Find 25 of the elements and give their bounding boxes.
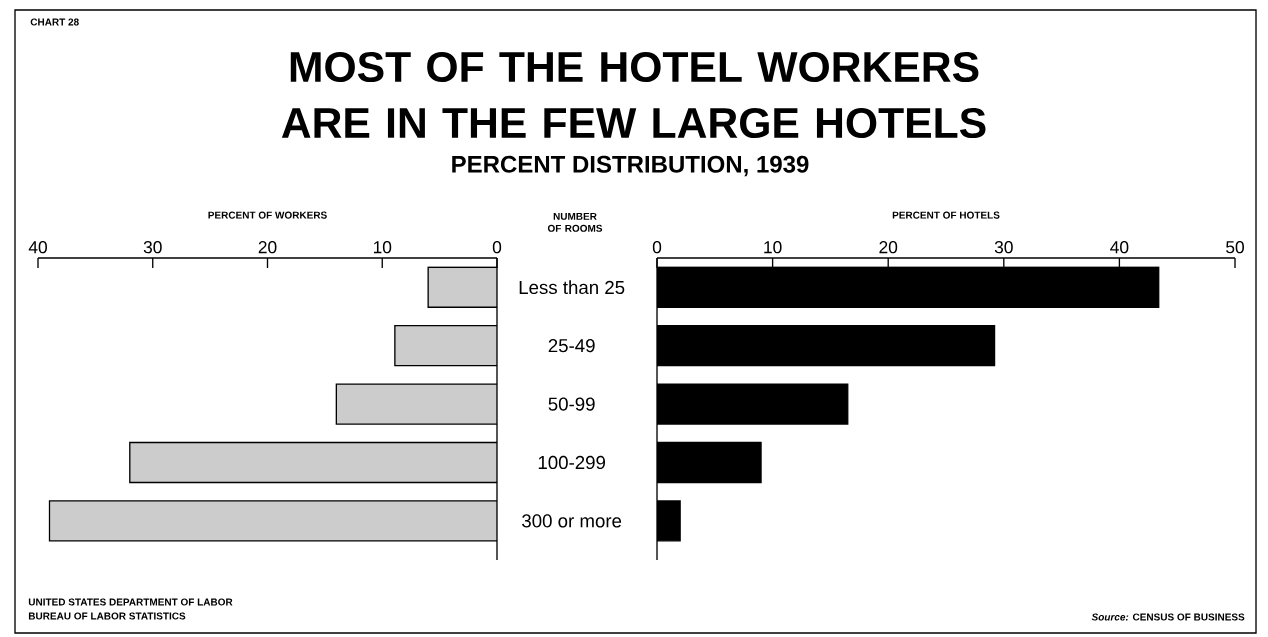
text: BUREAU OF LABOR STATISTICS — [28, 612, 186, 620]
x-tick-label: 0 — [492, 241, 502, 254]
x-tick-label: 10 — [373, 241, 392, 254]
x-axis-title: PERCENT OF WORKERS — [208, 211, 327, 219]
x-tick-label: 30 — [143, 241, 162, 254]
x-tick-label: 40 — [28, 241, 47, 254]
caption: CHART 28 — [30, 18, 79, 26]
x-tick-label: 50 — [1226, 241, 1244, 254]
text: UNITED STATES DEPARTMENT OF LABOR — [28, 598, 233, 606]
x-tick-label: 0 — [652, 241, 662, 254]
y-axis-title: NUMBER OF ROOMS — [547, 212, 603, 232]
x-tick-label: 30 — [994, 241, 1013, 254]
y-tick-label: 300 or more — [522, 514, 622, 528]
y-tick-label: 50-99 — [548, 397, 595, 411]
y-tick-label: 100-299 — [538, 455, 606, 470]
text: Source: CENSUS OF BUSINESS — [1091, 613, 1245, 621]
y-tick-label: 25-49 — [548, 339, 595, 353]
x-tick-label: 40 — [1110, 241, 1129, 254]
x-tick-label: 20 — [258, 241, 277, 254]
text: MOST OF THE HOTEL WORKERS ARE IN THE FEW LARGE HOTELS — [281, 51, 986, 139]
x-tick-label: 20 — [879, 241, 898, 254]
x-axis-title: PERCENT OF HOTELS — [892, 211, 1000, 219]
x-tick-label: 10 — [764, 241, 782, 254]
text: PERCENT DISTRIBUTION, 1939 — [452, 155, 809, 177]
y-tick-label: Less than 25 — [519, 280, 625, 295]
